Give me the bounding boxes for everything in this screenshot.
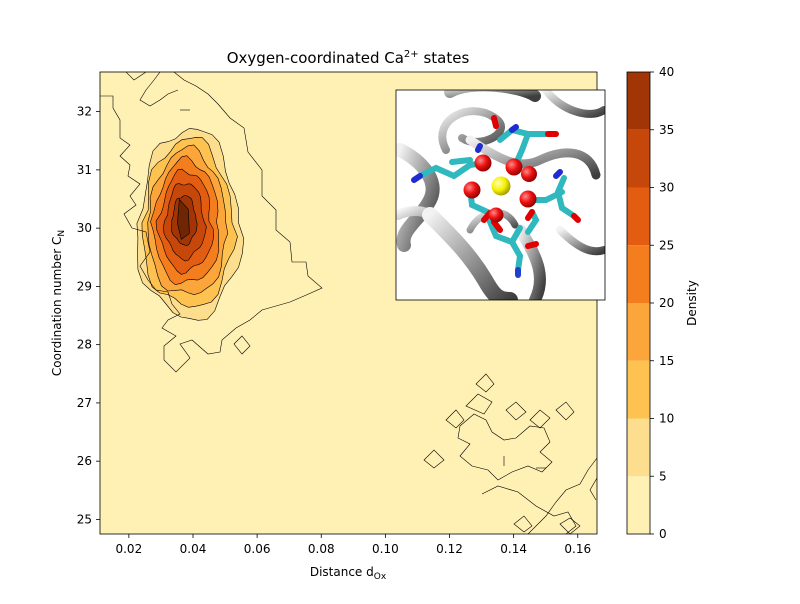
colorbar-tick-label: 30: [659, 181, 674, 195]
colorbar-tick-label: 10: [659, 412, 674, 426]
secondary-contour-m: [559, 517, 581, 534]
colorbar-blocks: [627, 72, 650, 534]
colorbar-block: [627, 418, 650, 477]
secondary-contour-c: [457, 413, 553, 481]
outer-contour-gap: [139, 72, 179, 107]
colorbar-tick-label: 0: [659, 527, 667, 541]
colorbar-block: [627, 245, 650, 303]
colorbar-tick-label: 20: [659, 296, 674, 310]
plot-frame: [99, 71, 598, 535]
density-contour-10: [141, 137, 238, 308]
secondary-contour-i: [529, 409, 551, 429]
y-tick-label: 25: [77, 512, 92, 526]
inset-frame: [395, 89, 606, 301]
y-axis-ticks: 25 26 27 28 29 30 31 32: [77, 105, 100, 526]
secondary-contour-h: [505, 401, 527, 421]
density-contour-20: [150, 155, 220, 286]
x-tick-label: 0.08: [308, 542, 335, 556]
colorbar-block: [627, 129, 650, 188]
x-axis-ticks: 0.02 0.04 0.06 0.08 0.10 0.12 0.14 0.16: [115, 534, 591, 556]
secondary-contour-l: [513, 515, 533, 533]
colorbar-tick-label: 40: [659, 65, 674, 79]
colorbar-block: [627, 72, 650, 130]
secondary-contour-e: [475, 373, 495, 393]
secondary-contour-k: [481, 485, 577, 534]
inset-molecule-image: [395, 89, 606, 301]
x-tick-label: 0.12: [436, 542, 463, 556]
y-tick-label: 30: [77, 221, 92, 235]
x-tick-label: 0.04: [180, 542, 207, 556]
x-tick-label: 0.02: [115, 542, 142, 556]
outer-contour-top: [125, 72, 147, 81]
colorbar-tick-label: 5: [659, 469, 667, 483]
colorbar-tick-label: 25: [659, 238, 674, 252]
calcium-ion: [491, 176, 511, 196]
colorbar-block: [627, 303, 650, 361]
secondary-contour-f: [445, 409, 465, 429]
y-tick-label: 29: [77, 279, 92, 293]
colorbar-ticks: 0 5 10 15 20 25 30 35 40: [650, 65, 674, 541]
secondary-contour-b: [589, 477, 597, 501]
oxygen-atoms: [463, 154, 537, 223]
x-tick-label: 0.16: [564, 542, 591, 556]
colorbar-tick-label: 35: [659, 123, 674, 137]
contour-lines: [100, 72, 597, 534]
secondary-contour-j: [555, 401, 575, 421]
y-tick-label: 26: [77, 454, 92, 468]
colorbar-block: [627, 187, 650, 246]
y-axis-label: Coordination number CN: [50, 230, 67, 376]
y-tick-label: 27: [77, 396, 92, 410]
outer-contour-notch: [233, 335, 251, 355]
x-tick-label: 0.06: [244, 542, 271, 556]
density-contour-15: [147, 144, 229, 296]
secondary-contour-g: [423, 449, 445, 469]
secondary-contour-d: [465, 393, 493, 415]
x-tick-label: 0.14: [500, 542, 527, 556]
colorbar-label: Density: [685, 280, 699, 326]
density-contour-30: [163, 183, 207, 262]
outer-contour-main: [100, 72, 323, 373]
y-tick-label: 32: [77, 105, 92, 119]
colorbar-tick-label: 15: [659, 354, 674, 368]
density-contour-25: [155, 168, 215, 275]
secondary-contour-a: [527, 457, 597, 534]
chart-title: Oxygen-coordinated Ca2+ states: [227, 49, 470, 67]
x-axis-label: Distance dOx: [310, 565, 387, 582]
y-tick-label: 28: [77, 338, 92, 352]
y-tick-label: 31: [77, 163, 92, 177]
density-contour-5: [136, 128, 245, 321]
colorbar-block: [627, 360, 650, 419]
colorbar: 0 5 10 15 20 25 30 35 40 Density: [626, 65, 699, 541]
colorbar-block: [627, 476, 650, 534]
density-peak: [177, 198, 190, 240]
x-tick-label: 0.10: [372, 542, 399, 556]
density-contour-35: [171, 195, 198, 246]
